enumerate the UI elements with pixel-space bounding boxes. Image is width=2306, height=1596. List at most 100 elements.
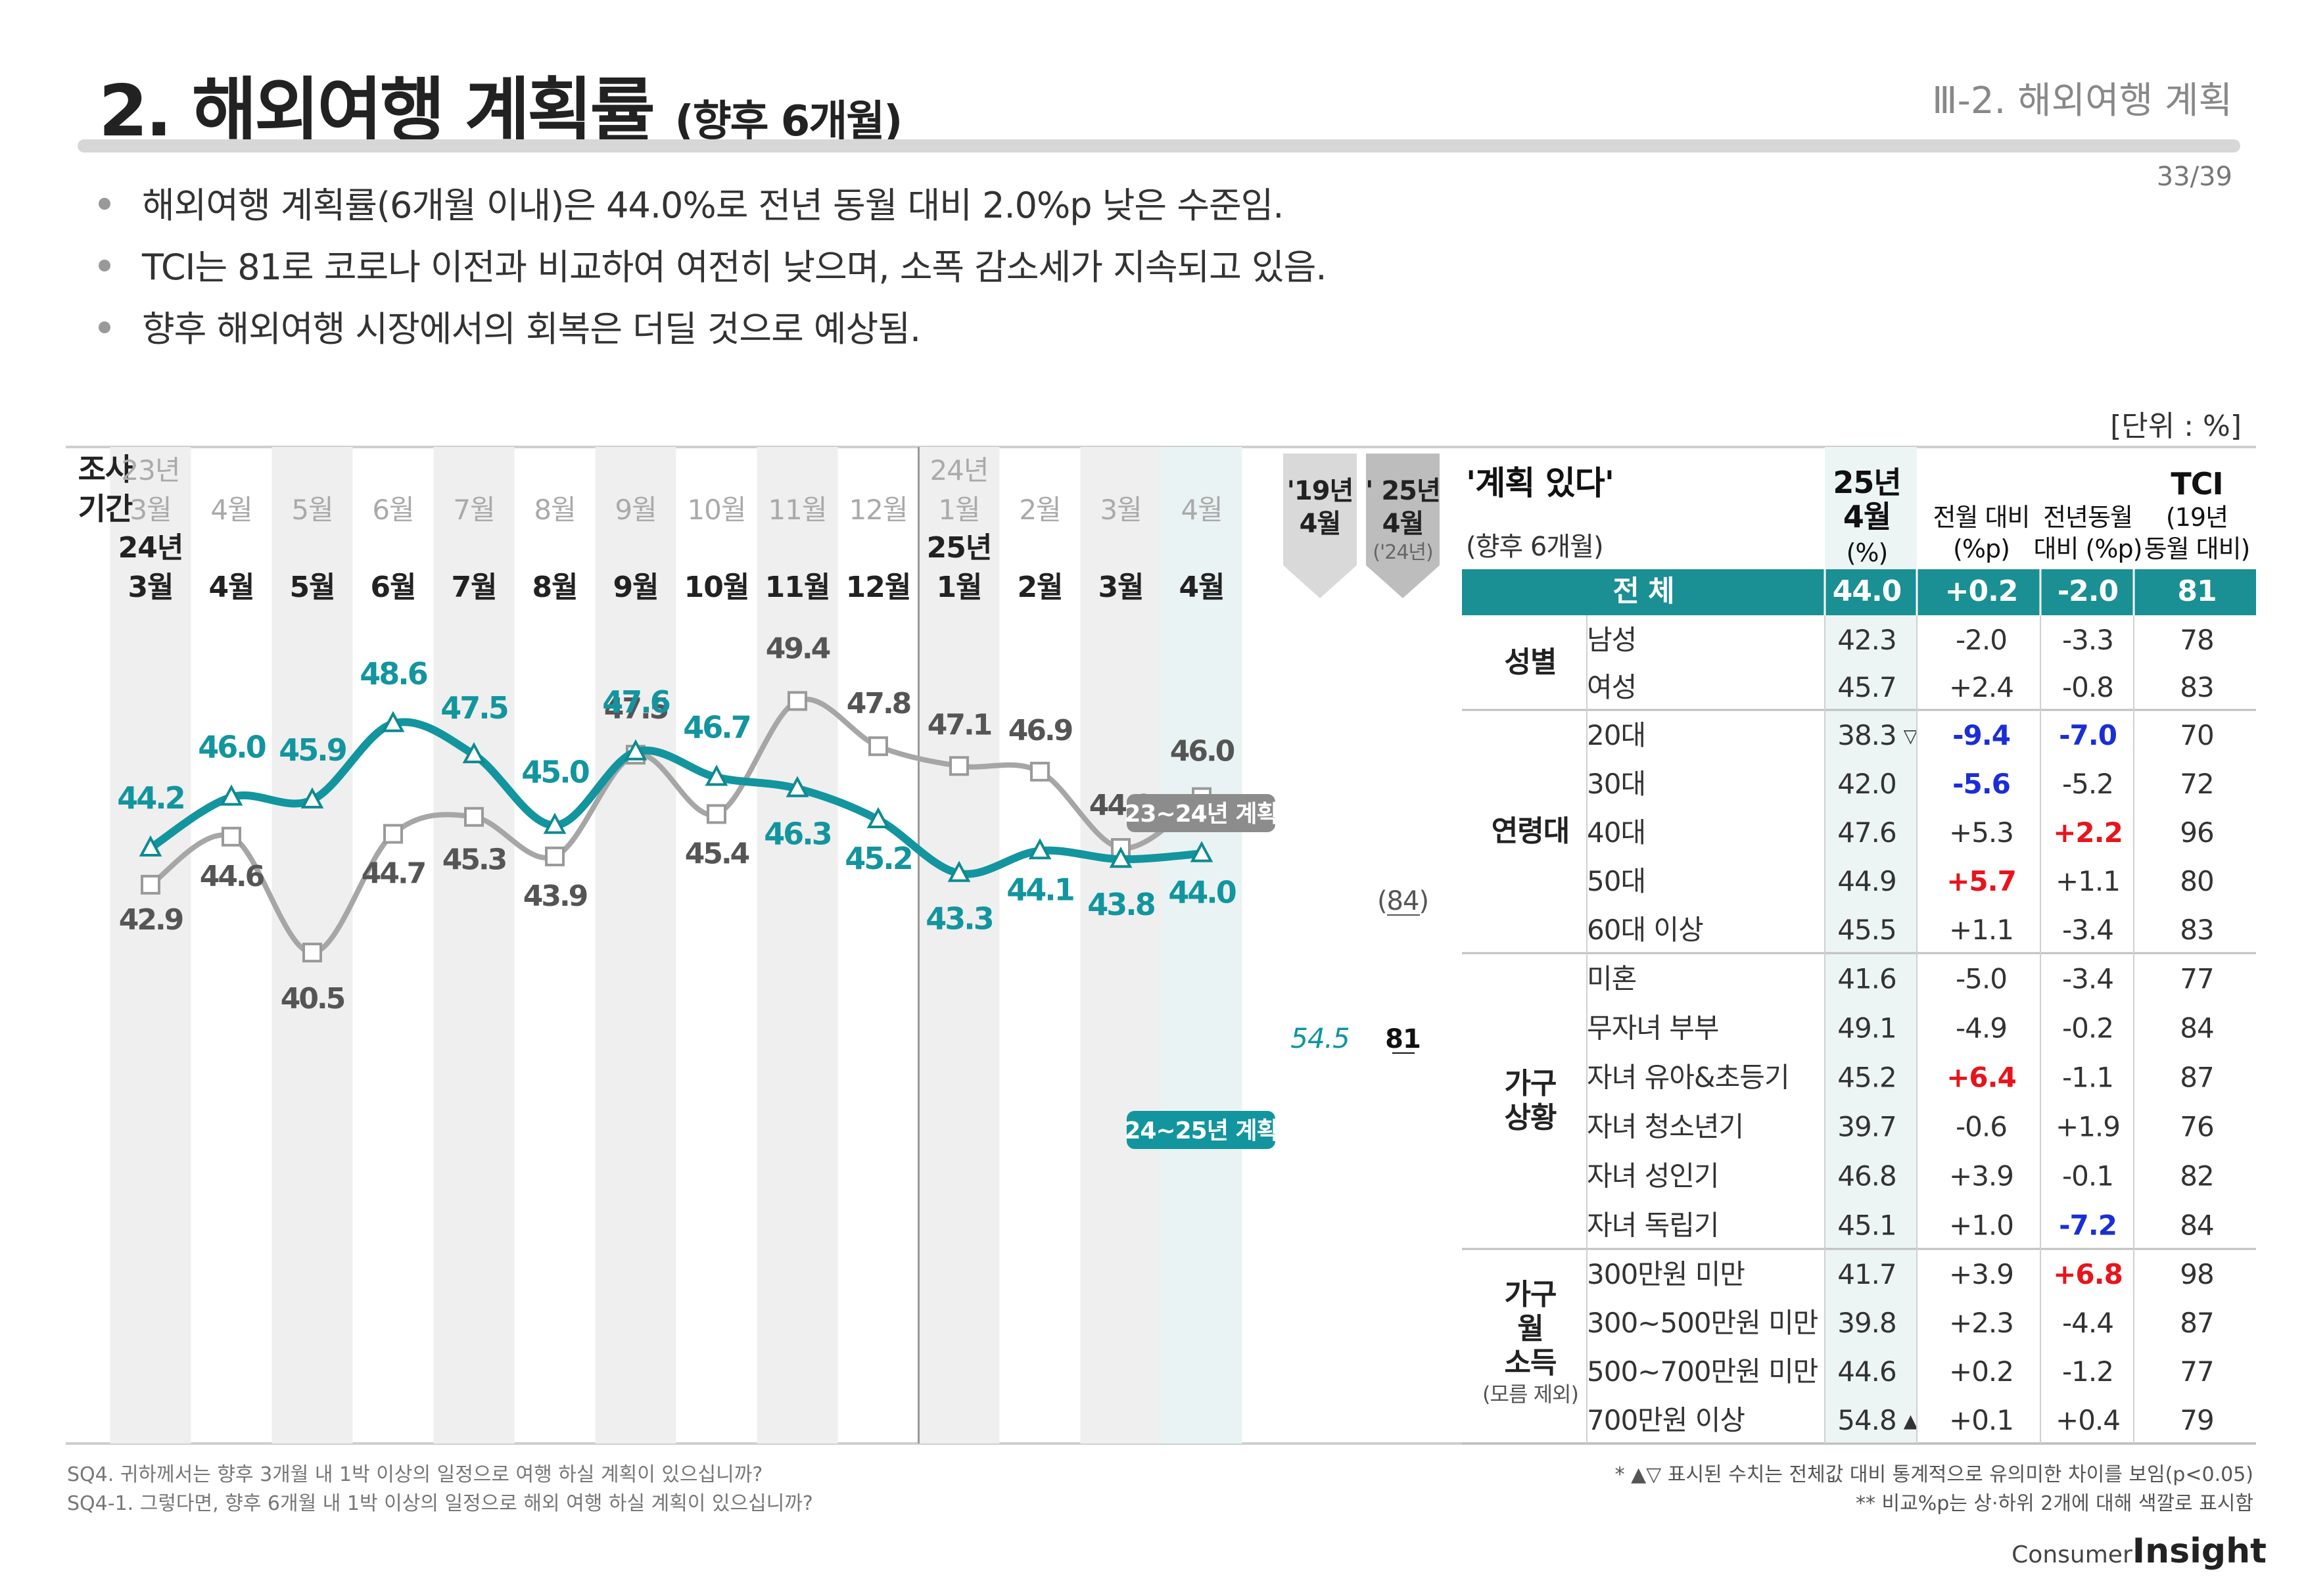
row-tci: 78 <box>2180 624 2213 656</box>
row-value: 41.7 <box>1837 1258 1896 1290</box>
row-value: 46.8 <box>1837 1160 1896 1192</box>
current-point-marker <box>786 776 809 797</box>
month-band <box>433 447 515 1443</box>
row-mom: -4.9 <box>1956 1012 2007 1044</box>
previous-data-label: 45.3 <box>442 843 506 877</box>
legend-previous-box <box>1127 794 1275 832</box>
legend-current-label: 24~25년 계획 <box>1124 1117 1277 1144</box>
month-band <box>595 447 676 1443</box>
row-yoy: +2.2 <box>2053 816 2123 849</box>
previous-data-label: 49.4 <box>766 632 830 665</box>
current-data-label: 43.8 <box>1087 887 1154 922</box>
significance-mark-icon: ▽ <box>1904 725 1918 747</box>
compare-header-box <box>1366 454 1440 598</box>
row-value: 47.6 <box>1837 816 1896 849</box>
row-label: 50대 <box>1587 865 1645 897</box>
x-prev-month-label: 12월 <box>849 494 907 526</box>
previous-data-label: 44.7 <box>362 857 425 891</box>
x-month-label: 12월 <box>846 571 911 604</box>
row-value: 49.1 <box>1837 1012 1896 1044</box>
row-yoy: -0.8 <box>2062 671 2113 703</box>
current-data-label: 46.3 <box>764 816 831 852</box>
previous-data-label: 47.8 <box>847 687 910 720</box>
row-mom: -9.4 <box>1952 719 2010 751</box>
row-value: 45.7 <box>1837 671 1896 703</box>
previous-data-label: 44.6 <box>200 860 264 893</box>
current-data-label: 45.9 <box>279 732 346 768</box>
row-value: 38.3 <box>1837 719 1896 751</box>
current-data-label: 46.7 <box>683 710 750 745</box>
group-label: 가구 <box>1505 1278 1557 1311</box>
row-mom: +3.9 <box>1949 1258 2013 1290</box>
page-title: 2. 해외여행 계획률 (향후 6개월) <box>99 54 903 156</box>
page-title-text: 2. 해외여행 계획률 <box>99 70 655 153</box>
row-mom: +5.3 <box>1949 816 2013 849</box>
row-yoy: -4.4 <box>2062 1307 2113 1339</box>
previous-data-label: 46.0 <box>1170 735 1235 768</box>
row-label: 자녀 성인기 <box>1587 1160 1719 1192</box>
bullet-3-text: 향후 해외여행 시장에서의 회복은 더딜 것으로 예상됨. <box>142 308 921 350</box>
row-mom: +0.1 <box>1949 1404 2013 1436</box>
footnote-significance: * ▲▽ 표시된 수치는 전체값 대비 통계적으로 유의미한 차이를 보임(p<… <box>1614 1463 2253 1486</box>
row-label: 300만원 미만 <box>1587 1258 1745 1290</box>
x-month-label: 11월 <box>765 571 830 604</box>
x-prev-month-label: 4월 <box>210 494 252 526</box>
header-yoy: 전년동월 <box>2043 503 2132 532</box>
current-point-marker <box>139 835 162 857</box>
current-point-marker <box>947 860 971 882</box>
month-band <box>1080 447 1162 1443</box>
compare-header-line1: '19년 <box>1287 476 1353 506</box>
current-data-label: 43.3 <box>926 901 993 937</box>
group-note: (모름 제외) <box>1482 1382 1578 1407</box>
row-tci: 83 <box>2180 914 2213 946</box>
group-label: 성별 <box>1505 645 1557 679</box>
row-value: 45.5 <box>1837 914 1896 946</box>
bullet-1: 해외여행 계획률(6개월 이내)은 44.0%로 전년 동월 대비 2.0%p … <box>99 176 1284 228</box>
header-value: 25년 <box>1833 465 1900 500</box>
current-point-marker <box>300 787 324 809</box>
row-label: 30대 <box>1587 768 1645 800</box>
title-divider <box>78 139 2240 153</box>
previous-data-label: 43.9 <box>523 880 587 913</box>
previous-point-marker <box>302 943 322 963</box>
row-mom: -0.6 <box>1956 1111 2007 1143</box>
legend-current-box <box>1127 1111 1275 1149</box>
current-point-marker <box>381 711 405 732</box>
row-yoy: -7.0 <box>2059 719 2117 751</box>
compare-header-line1: ' 25년 <box>1365 476 1440 506</box>
total-row-label: 전 체 <box>1612 575 1674 608</box>
period-label-line1: 조사 <box>78 452 133 487</box>
header-value: 4월 <box>1843 499 1891 534</box>
row-label: 미혼 <box>1587 963 1636 995</box>
compare-header-note: ('24년) <box>1373 541 1432 564</box>
header-mom: (%p) <box>1953 534 2010 563</box>
header-tci: (19년 <box>2166 503 2228 532</box>
current-data-label: 45.0 <box>521 755 588 790</box>
current-point-marker <box>543 812 567 834</box>
row-label: 20대 <box>1587 719 1645 751</box>
row-tci: 98 <box>2180 1258 2213 1290</box>
row-value: 45.2 <box>1837 1062 1896 1094</box>
previous-point-marker <box>383 824 403 844</box>
row-value: 39.7 <box>1837 1111 1896 1143</box>
row-tci: 84 <box>2180 1012 2213 1044</box>
x-prev-month-label: 10월 <box>687 494 745 526</box>
total-row-yoy: -2.0 <box>2058 575 2118 608</box>
footnote-q1: SQ4. 귀하께서는 향후 3개월 내 1박 이상의 일정으로 여행 하실 계획… <box>67 1463 763 1486</box>
header-mom: 전월 대비 <box>1933 503 2030 532</box>
previous-point-marker <box>464 807 484 827</box>
current-point-marker <box>866 807 890 828</box>
x-month-label: 2월 <box>1017 571 1062 604</box>
row-mom: +0.2 <box>1949 1355 2013 1388</box>
x-prev-month-label: 1월 <box>938 494 979 526</box>
row-tci: 77 <box>2180 1355 2213 1388</box>
x-prev-month-label: 2월 <box>1019 494 1060 526</box>
x-month-label: 5월 <box>289 571 335 604</box>
row-yoy: +6.8 <box>2053 1258 2123 1290</box>
x-prev-month-label: 5월 <box>291 494 333 526</box>
unit-label: [단위 : %] <box>2110 410 2242 443</box>
current-point-marker <box>624 739 647 761</box>
compare-header-line2: 4월 <box>1300 509 1341 539</box>
row-value: 42.0 <box>1837 768 1896 800</box>
